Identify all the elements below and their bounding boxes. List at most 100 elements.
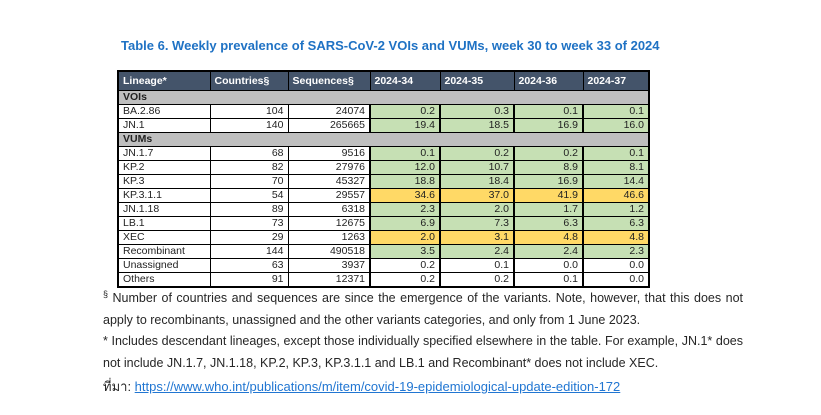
week-value-cell-2024-34: 0.1: [369, 145, 441, 161]
sequences-cell: 6318: [287, 201, 371, 217]
prevalence-table: Lineage* Countries§ Sequences§ 2024-34 2…: [117, 70, 650, 288]
week-value-cell-2024-36: 41.9: [513, 187, 584, 203]
section-row-vois: VOIs: [117, 89, 650, 105]
table-row-lb.1: LB.1 73 12675 6.9 7.3 6.3 6.3: [117, 215, 650, 231]
sequences-cell: 1263: [287, 229, 371, 245]
week-value-cell-2024-35: 10.7: [439, 159, 515, 175]
week-value-cell-2024-36: 0.2: [513, 145, 584, 161]
table-row-recombinant: Recombinant 144 490518 3.5 2.4 2.4 2.3: [117, 243, 650, 259]
lineage-cell: JN.1: [117, 117, 211, 133]
countries-cell: 63: [209, 257, 289, 273]
week-value-cell-2024-34: 2.3: [369, 201, 441, 217]
countries-cell: 82: [209, 159, 289, 175]
header-row: Lineage* Countries§ Sequences§ 2024-34 2…: [117, 71, 650, 91]
column-header-week-2024-34: 2024-34: [369, 71, 441, 91]
week-value-cell-2024-34: 19.4: [369, 117, 441, 133]
sequences-cell: 29557: [287, 187, 371, 203]
column-header-sequences: Sequences§: [287, 71, 371, 91]
week-value-cell-2024-35: 2.4: [439, 243, 515, 259]
lineage-cell: JN.1.18: [117, 201, 211, 217]
lineage-cell: KP.3: [117, 173, 211, 189]
countries-cell: 73: [209, 215, 289, 231]
sequences-cell: 9516: [287, 145, 371, 161]
week-value-cell-2024-37: 46.6: [582, 187, 650, 203]
week-value-cell-2024-37: 6.3: [582, 215, 650, 231]
week-value-cell-2024-36: 0.1: [513, 103, 584, 119]
column-header-week-2024-35: 2024-35: [439, 71, 515, 91]
week-value-cell-2024-37: 8.1: [582, 159, 650, 175]
countries-cell: 104: [209, 103, 289, 119]
table-row-kp.2: KP.2 82 27976 12.0 10.7 8.9 8.1: [117, 159, 650, 175]
week-value-cell-2024-35: 0.2: [439, 271, 515, 287]
week-value-cell-2024-34: 3.5: [369, 243, 441, 259]
sequences-cell: 490518: [287, 243, 371, 259]
section-label-vois: VOIs: [117, 89, 650, 105]
week-value-cell-2024-35: 18.5: [439, 117, 515, 133]
week-value-cell-2024-34: 0.2: [369, 257, 441, 273]
week-value-cell-2024-35: 7.3: [439, 215, 515, 231]
lineage-cell: Others: [117, 271, 211, 287]
week-value-cell-2024-35: 0.2: [439, 145, 515, 161]
sequences-cell: 27976: [287, 159, 371, 175]
column-header-countries: Countries§: [209, 71, 289, 91]
week-value-cell-2024-37: 0.0: [582, 271, 650, 287]
lineage-cell: KP.2: [117, 159, 211, 175]
countries-cell: 91: [209, 271, 289, 287]
week-value-cell-2024-37: 4.8: [582, 229, 650, 245]
table-row-unassigned: Unassigned 63 3937 0.2 0.1 0.0 0.0: [117, 257, 650, 273]
source-link[interactable]: https://www.who.int/publications/m/item/…: [134, 379, 621, 394]
week-value-cell-2024-36: 0.1: [513, 271, 584, 287]
week-value-cell-2024-34: 34.6: [369, 187, 441, 203]
countries-cell: 144: [209, 243, 289, 259]
lineage-cell: Recombinant: [117, 243, 211, 259]
week-value-cell-2024-37: 16.0: [582, 117, 650, 133]
week-value-cell-2024-35: 37.0: [439, 187, 515, 203]
week-value-cell-2024-37: 0.1: [582, 103, 650, 119]
lineage-cell: JN.1.7: [117, 145, 211, 161]
countries-cell: 140: [209, 117, 289, 133]
sequences-cell: 12675: [287, 215, 371, 231]
week-value-cell-2024-34: 0.2: [369, 271, 441, 287]
week-value-cell-2024-35: 3.1: [439, 229, 515, 245]
section-row-vums: VUMs: [117, 131, 650, 147]
column-header-week-2024-37: 2024-37: [582, 71, 650, 91]
countries-cell: 70: [209, 173, 289, 189]
lineage-cell: XEC: [117, 229, 211, 245]
countries-cell: 89: [209, 201, 289, 217]
lineage-cell: LB.1: [117, 215, 211, 231]
footnote-section-marker: §: [103, 288, 109, 299]
week-value-cell-2024-35: 0.3: [439, 103, 515, 119]
footnote-descendant-lineages: * Includes descendant lineages, except t…: [103, 334, 743, 370]
sequences-cell: 3937: [287, 257, 371, 273]
source-line: ที่มา: https://www.who.int/publications/…: [103, 376, 620, 397]
section-label-vums: VUMs: [117, 131, 650, 147]
week-value-cell-2024-36: 4.8: [513, 229, 584, 245]
countries-cell: 54: [209, 187, 289, 203]
column-header-week-2024-36: 2024-36: [513, 71, 584, 91]
week-value-cell-2024-37: 0.0: [582, 257, 650, 273]
table-title: Table 6. Weekly prevalence of SARS-CoV-2…: [121, 38, 660, 53]
week-value-cell-2024-37: 0.1: [582, 145, 650, 161]
countries-cell: 68: [209, 145, 289, 161]
week-value-cell-2024-34: 18.8: [369, 173, 441, 189]
week-value-cell-2024-35: 2.0: [439, 201, 515, 217]
week-value-cell-2024-35: 18.4: [439, 173, 515, 189]
countries-cell: 29: [209, 229, 289, 245]
lineage-cell: KP.3.1.1: [117, 187, 211, 203]
table-row-jn.1: JN.1 140 265665 19.4 18.5 16.9 16.0: [117, 117, 650, 133]
week-value-cell-2024-35: 0.1: [439, 257, 515, 273]
week-value-cell-2024-36: 8.9: [513, 159, 584, 175]
week-value-cell-2024-34: 12.0: [369, 159, 441, 175]
table-row-xec: XEC 29 1263 2.0 3.1 4.8 4.8: [117, 229, 650, 245]
sequences-cell: 12371: [287, 271, 371, 287]
table-row-kp.3: KP.3 70 45327 18.8 18.4 16.9 14.4: [117, 173, 650, 189]
week-value-cell-2024-37: 1.2: [582, 201, 650, 217]
column-header-lineage: Lineage*: [117, 71, 211, 91]
week-value-cell-2024-36: 1.7: [513, 201, 584, 217]
week-value-cell-2024-36: 16.9: [513, 117, 584, 133]
footnote-countries-sequences: § Number of countries and sequences are …: [103, 288, 743, 331]
table-row-others: Others 91 12371 0.2 0.2 0.1 0.0: [117, 271, 650, 287]
footnote-countries-sequences-text: Number of countries and sequences are si…: [103, 291, 743, 327]
sequences-cell: 265665: [287, 117, 371, 133]
